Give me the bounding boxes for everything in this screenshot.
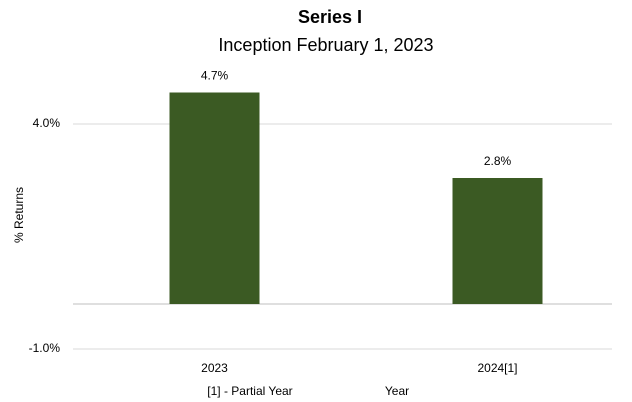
chart-title: Series I	[298, 7, 362, 27]
y-tick-label: -1.0%	[29, 341, 61, 355]
value-label: 4.7%	[201, 69, 229, 83]
y-axis-label: % Returns	[12, 187, 26, 243]
bar	[169, 92, 260, 304]
x-tick-label: 2023	[201, 361, 228, 375]
y-tick-label: 4.0%	[33, 116, 61, 130]
bar	[452, 178, 543, 304]
annotation: [1] - Partial Year	[207, 384, 292, 398]
x-axis-label: Year	[385, 384, 409, 398]
chart-subtitle: Inception February 1, 2023	[218, 35, 433, 55]
value-label: 2.8%	[484, 154, 512, 168]
x-tick-label: 2024[1]	[477, 361, 517, 375]
